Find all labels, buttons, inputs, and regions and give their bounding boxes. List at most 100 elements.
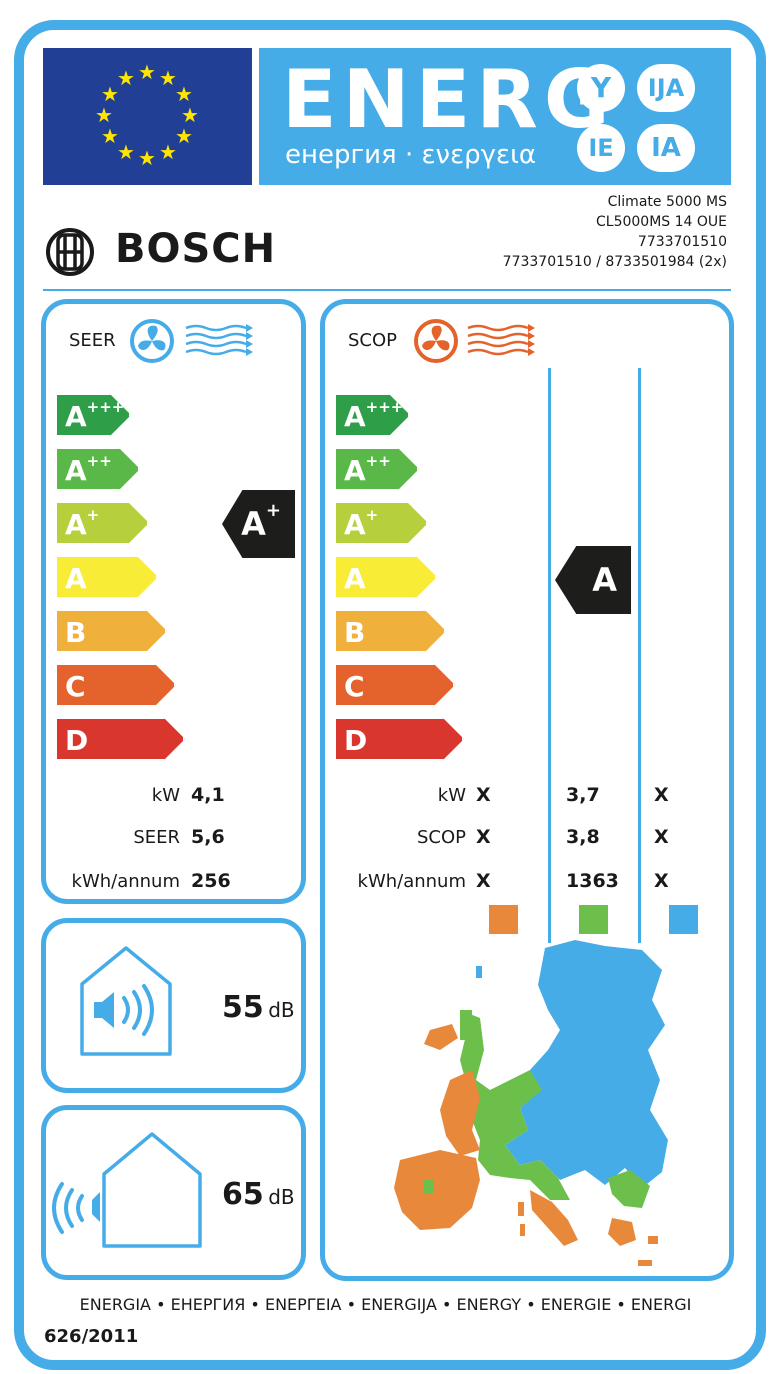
suffix-badge: IA — [637, 124, 695, 172]
suffix-badge: Y — [577, 64, 625, 112]
cooling-class-letter: A — [65, 562, 87, 595]
cooling-class-arrow: B — [55, 609, 167, 653]
svg-text:★: ★ — [181, 103, 199, 127]
cooling-class-letter: C — [65, 670, 86, 703]
heating-class-sup: + — [365, 506, 379, 524]
indoor-noise-value: 55 — [222, 990, 264, 1025]
cooling-class-arrow: C — [55, 663, 176, 707]
heating-kw-label: kW — [437, 785, 466, 806]
cooling-class-letter: A — [65, 454, 87, 487]
model-info: Climate 5000 MS CL5000MS 14 OUE 77337015… — [503, 192, 727, 272]
outdoor-noise-unit: dB — [268, 1185, 295, 1209]
eu-stars-icon: ★ ★ ★ ★ ★ ★ ★ ★ ★ ★ ★ ★ — [95, 60, 199, 170]
heating-class-arrow: A — [334, 555, 437, 599]
indoor-noise-icon — [76, 944, 176, 1064]
cooling-annual-label: kWh/annum — [71, 871, 180, 892]
heating-class-arrow: D — [334, 717, 464, 761]
cooling-class-letter: A — [65, 400, 87, 433]
suffix-badge: IE — [577, 124, 625, 172]
cooling-annual-value: 256 — [191, 870, 231, 892]
cooling-class-sup: + — [86, 506, 100, 524]
cooling-fan-icon — [126, 316, 256, 371]
heating-class-arrow: C — [334, 663, 455, 707]
heating-scop-label: SCOP — [416, 827, 466, 848]
heating-class-sup: ++ — [365, 452, 391, 470]
cooling-panel — [41, 299, 306, 904]
svg-text:★: ★ — [175, 124, 193, 148]
model-name: Climate 5000 MS — [607, 194, 727, 210]
cooling-class-arrow: A — [55, 555, 158, 599]
cooling-class-sup: ++ — [86, 452, 112, 470]
heating-class-letter: B — [344, 616, 366, 649]
svg-text:★: ★ — [95, 103, 113, 127]
seer-label: SEER — [69, 330, 116, 351]
brand-name: BOSCH — [115, 226, 277, 272]
energy-title: ENERG — [282, 53, 616, 146]
eu-flag: ★ ★ ★ ★ ★ ★ ★ ★ ★ ★ ★ ★ — [43, 48, 252, 185]
svg-text:★: ★ — [138, 146, 156, 170]
model-number: 7733701510 — [637, 234, 727, 250]
heating-kw-value-warmer: X — [654, 784, 669, 806]
heating-annual-value-colder: X — [476, 870, 491, 892]
outdoor-noise-readout: 65 dB — [222, 1177, 295, 1212]
cooling-class-letter: A — [65, 508, 87, 541]
cooling-seer-label: SEER — [133, 827, 180, 848]
indoor-noise-unit: dB — [268, 998, 295, 1022]
svg-text:★: ★ — [117, 140, 135, 164]
indoor-noise-readout: 55 dB — [222, 990, 295, 1025]
outdoor-noise-value: 65 — [222, 1177, 264, 1212]
heating-annual-label: kWh/annum — [357, 871, 466, 892]
zone-swatch-warmer — [669, 905, 698, 934]
svg-text:★: ★ — [117, 66, 135, 90]
scop-label: SCOP — [348, 330, 398, 351]
indoor-noise-panel — [41, 918, 306, 1093]
svg-text:★: ★ — [138, 60, 156, 84]
zone-divider — [638, 368, 641, 943]
heating-class-letter: A — [344, 508, 366, 541]
cooling-seer-value: 5,6 — [191, 826, 225, 848]
svg-text:★: ★ — [175, 82, 193, 106]
cooling-class-sup: +++ — [86, 398, 125, 416]
heating-class-letter: A — [344, 562, 366, 595]
cooling-class-arrow: D — [55, 717, 185, 761]
heating-annual-value-average: 1363 — [566, 870, 619, 892]
regulation-number: 626/2011 — [44, 1326, 139, 1347]
model-part-numbers: 7733701510 / 8733501984 (2x) — [502, 254, 727, 270]
heating-class-letter: D — [344, 724, 368, 757]
heating-class-letter: A — [344, 400, 366, 433]
outdoor-noise-panel — [41, 1105, 306, 1280]
heating-kw-value-average: 3,7 — [566, 784, 600, 806]
cooling-kw-value: 4,1 — [191, 784, 225, 806]
heating-fan-icon — [410, 316, 540, 371]
zone-swatch-average — [579, 905, 608, 934]
heating-kw-value-colder: X — [476, 784, 491, 806]
svg-text:★: ★ — [101, 124, 119, 148]
heating-scop-value-warmer: X — [654, 826, 669, 848]
heating-annual-value-warmer: X — [654, 870, 669, 892]
divider — [43, 289, 731, 291]
cooling-class-letter: D — [65, 724, 89, 757]
language-strip: ENERGIA • ЕНЕРГИЯ • ΕΝΕΡΓΕΙΑ • ENERGIJA … — [79, 1295, 692, 1314]
cooling-class-letter: B — [65, 616, 87, 649]
heating-class-letter: A — [344, 454, 366, 487]
suffix-badge: IJA — [637, 64, 695, 112]
svg-text:★: ★ — [159, 66, 177, 90]
heating-class-letter: C — [344, 670, 365, 703]
heating-class-sup: +++ — [365, 398, 404, 416]
cooling-rating-letter: A — [241, 505, 266, 543]
zone-swatch-colder — [489, 905, 518, 934]
europe-climate-map — [380, 940, 680, 1275]
heating-rating-letter: A — [592, 561, 617, 599]
zone-divider — [548, 368, 551, 943]
heating-scop-value-colder: X — [476, 826, 491, 848]
cooling-kw-label: kW — [151, 785, 180, 806]
outdoor-noise-icon — [48, 1130, 208, 1255]
model-code: CL5000MS 14 OUE — [596, 214, 727, 230]
cooling-rating-sup: + — [265, 500, 281, 521]
svg-text:★: ★ — [101, 82, 119, 106]
bosch-logo-icon — [44, 226, 96, 283]
energy-subtitle: енергия · ενεργεια — [285, 140, 536, 170]
heating-class-arrow: A+ — [334, 501, 428, 545]
cooling-class-arrow: A+ — [55, 501, 149, 545]
heating-class-arrow: B — [334, 609, 446, 653]
